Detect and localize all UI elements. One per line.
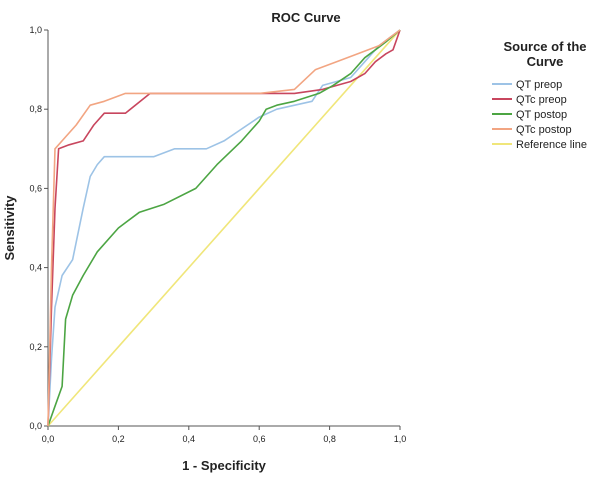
legend-items: QT preop QTc preop QT postop QTc postop Refe…	[492, 79, 587, 151]
x-axis-title: 1 - Specificity	[182, 458, 267, 473]
legend-title-line2: Curve	[527, 54, 564, 69]
legend-title-line1: Source of the	[503, 39, 586, 54]
legend-label-qt-preop: QT preop	[516, 79, 562, 91]
y-ticks: 0,0 0,2 0,4 0,6 0,8 1,0	[29, 25, 48, 431]
x-tick-label: 0,4	[183, 434, 196, 444]
y-tick-label: 0,0	[29, 421, 42, 431]
x-tick-label: 0,0	[42, 434, 55, 444]
series-lines	[47, 29, 401, 427]
y-tick-label: 1,0	[29, 25, 42, 35]
y-tick-label: 0,2	[29, 342, 42, 352]
x-tick-label: 0,2	[112, 434, 125, 444]
y-tick-label: 0,4	[29, 263, 42, 273]
series-line-qt-postop	[47, 29, 401, 427]
x-ticks: 0,0 0,2 0,4 0,6 0,8 1,0	[42, 426, 407, 444]
y-axis-title: Sensitivity	[2, 195, 17, 261]
series-line-qtc-postop	[47, 29, 401, 427]
y-tick-label: 0,6	[29, 183, 42, 193]
x-tick-label: 0,8	[323, 434, 336, 444]
legend-label-qtc-postop: QTc postop	[516, 124, 572, 136]
series-line-qt-preop	[47, 29, 401, 427]
legend-label-qtc-preop: QTc preop	[516, 94, 567, 106]
y-tick-label: 0,8	[29, 104, 42, 114]
x-tick-label: 0,6	[253, 434, 266, 444]
chart-title: ROC Curve	[271, 10, 340, 25]
series-line-reference-line	[47, 29, 401, 427]
legend-label-reference-line: Reference line	[516, 139, 587, 151]
legend-label-qt-postop: QT postop	[516, 109, 567, 121]
x-tick-label: 1,0	[394, 434, 407, 444]
